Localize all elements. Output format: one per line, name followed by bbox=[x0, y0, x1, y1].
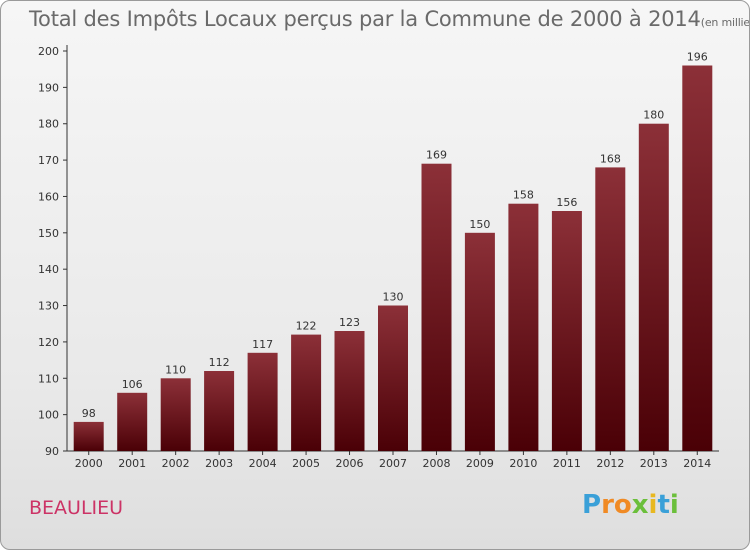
data-label: 156 bbox=[556, 196, 577, 209]
logo-letter: i bbox=[669, 490, 679, 520]
y-tick-label: 160 bbox=[38, 190, 59, 203]
x-tick-label: 2007 bbox=[379, 457, 407, 470]
x-tick-label: 2009 bbox=[466, 457, 494, 470]
x-tick-label: 2003 bbox=[205, 457, 233, 470]
x-tick-label: 2004 bbox=[249, 457, 277, 470]
bar bbox=[73, 421, 104, 451]
data-label: 110 bbox=[165, 363, 186, 376]
logo-letter: i bbox=[648, 490, 658, 520]
data-label: 169 bbox=[426, 149, 447, 162]
y-tick-label: 100 bbox=[38, 409, 59, 422]
bar bbox=[291, 334, 322, 451]
x-tick-label: 2010 bbox=[509, 457, 537, 470]
bar bbox=[378, 305, 408, 451]
chart-title: Total des Impôts Locaux perçus par la Co… bbox=[29, 7, 750, 31]
y-tick-label: 140 bbox=[38, 263, 59, 276]
bar bbox=[682, 65, 713, 451]
proxiti-logo[interactable]: Proxiti bbox=[582, 490, 679, 520]
x-tick-label: 2008 bbox=[422, 457, 450, 470]
data-label: 130 bbox=[383, 291, 404, 304]
bar bbox=[551, 211, 582, 451]
x-tick-label: 2000 bbox=[75, 457, 103, 470]
y-tick-label: 130 bbox=[38, 300, 59, 313]
x-tick-label: 2006 bbox=[336, 457, 364, 470]
logo-letter: P bbox=[582, 490, 602, 520]
y-tick-label: 110 bbox=[38, 372, 59, 385]
x-tick-label: 2011 bbox=[553, 457, 581, 470]
data-label: 196 bbox=[687, 51, 708, 64]
bar bbox=[508, 203, 539, 451]
y-tick-label: 170 bbox=[38, 154, 59, 167]
data-label: 180 bbox=[643, 109, 664, 122]
bar bbox=[117, 392, 148, 451]
bar bbox=[334, 331, 365, 451]
y-tick-label: 90 bbox=[45, 445, 59, 458]
logo-letter: r bbox=[601, 490, 614, 520]
bar bbox=[421, 163, 452, 451]
y-tick-label: 190 bbox=[38, 81, 59, 94]
y-tick-label: 150 bbox=[38, 227, 59, 240]
logo-letter: o bbox=[613, 490, 632, 520]
x-tick-label: 2002 bbox=[162, 457, 190, 470]
bar bbox=[160, 378, 191, 451]
bar bbox=[204, 371, 235, 451]
data-label: 122 bbox=[296, 320, 317, 333]
logo-letter: t bbox=[657, 490, 670, 520]
y-tick-label: 120 bbox=[38, 336, 59, 349]
logo-letter: x bbox=[631, 490, 649, 520]
data-label: 98 bbox=[82, 407, 96, 420]
bar bbox=[638, 123, 669, 451]
chart-unit: (en milliers d'€) bbox=[700, 16, 750, 29]
data-label: 168 bbox=[600, 152, 621, 165]
bar bbox=[595, 167, 626, 451]
x-tick-label: 2014 bbox=[683, 457, 711, 470]
data-label: 123 bbox=[339, 316, 360, 329]
data-label: 117 bbox=[252, 338, 273, 351]
bar bbox=[247, 352, 278, 451]
chart-title-text: Total des Impôts Locaux perçus par la Co… bbox=[29, 7, 701, 31]
data-label: 106 bbox=[122, 378, 143, 391]
x-tick-label: 2012 bbox=[596, 457, 624, 470]
bar bbox=[464, 232, 495, 451]
y-tick-label: 180 bbox=[38, 118, 59, 131]
data-label: 150 bbox=[469, 218, 490, 231]
y-tick-label: 200 bbox=[38, 45, 59, 58]
x-tick-label: 2001 bbox=[118, 457, 146, 470]
x-tick-label: 2005 bbox=[292, 457, 320, 470]
data-label: 158 bbox=[513, 189, 534, 202]
data-label: 112 bbox=[209, 356, 230, 369]
commune-name: BEAULIEU bbox=[29, 497, 124, 519]
x-tick-label: 2013 bbox=[640, 457, 668, 470]
